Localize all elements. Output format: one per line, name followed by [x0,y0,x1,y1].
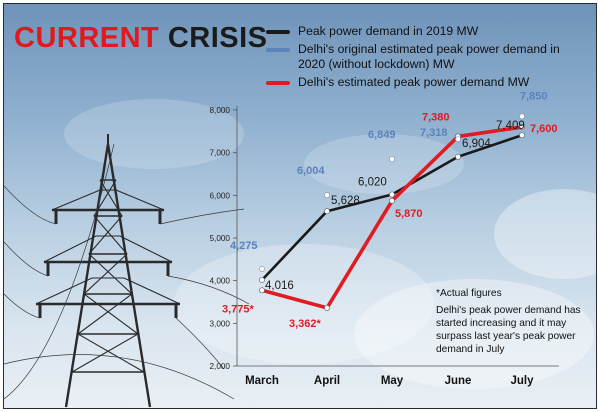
power-pylon-illustration [4,134,250,408]
series-original-estimate-data-label: 6,004 [297,165,325,177]
note-text: Delhi's peak power demand has started in… [436,305,581,355]
x-tick-label: May [381,375,404,387]
series-estimated-point [259,287,265,294]
y-tick-label: 2,000 [210,362,231,371]
series-2019-point [324,208,330,215]
series-original-estimate-data-label: 6,849 [368,129,396,141]
chart-canvas: 2,000 3,000 4,000 5,000 6,000 7,000 8,000 March… [4,90,596,408]
y-tick-label: 6,000 [210,191,231,200]
series-original-estimate-point [389,156,395,163]
pylon-legs [64,143,152,408]
headline: CURRENT CRISIS [14,24,268,53]
series-estimated-data-label: 7,600 [530,123,558,135]
y-tick-label: 8,000 [210,106,231,115]
series-original-estimate-data-label: 4,275 [230,240,258,252]
legend-label-2019: Peak power demand in 2019 MW [298,24,479,38]
series-original-estimate-point [519,113,525,120]
headline-word-current: CURRENT [14,22,160,54]
chart-axes: 2,000 3,000 4,000 5,000 6,000 7,000 8,000 March… [210,106,559,387]
legend-swatch-2019 [266,30,290,34]
x-tick-label: March [245,375,279,387]
series-estimated-point [324,304,330,311]
pylon-insulators [38,210,178,318]
series-original-estimate-point [259,266,265,272]
x-tick-label: June [445,375,472,387]
power-line-1 [159,208,245,225]
x-tick-label: April [314,375,340,387]
footnote: *Actual figures [436,288,502,299]
power-line-0 [4,185,57,225]
headline-word-crisis: CRISIS [167,22,268,54]
pylon-arm-braces [35,189,181,305]
pylon-bracing [72,179,144,373]
legend: Peak power demand in 2019 MW Delhi's ori… [266,24,586,93]
x-tick-label: July [510,375,534,387]
series-original-estimate-data-label: 7,850 [520,90,548,102]
series-original-estimate-point [324,192,330,199]
legend-item-2019: Peak power demand in 2019 MW [266,24,586,39]
power-line-4 [4,293,41,319]
series-2019-data-label: 4,016 [265,280,294,292]
series-2019-point [389,191,395,198]
series-2019-data-label: 5,628 [331,195,360,207]
y-tick-label: 3,000 [210,319,231,328]
series-2019-point [259,277,265,283]
power-line-3 [167,275,250,305]
series-2019-data-label: 6,020 [358,176,387,188]
series-2019-data-label: 6,904 [462,138,491,150]
y-tick-label: 7,000 [210,149,231,158]
series-estimated-point [389,197,395,204]
legend-item-original-estimate: Delhi's original estimated peak power de… [266,42,586,72]
pylon-cross-arms [36,208,180,306]
power-line-6 [4,354,235,400]
legend-swatch-estimated [266,81,290,85]
series-2019-point [455,153,461,160]
series-estimated-data-label: 3,775* [222,303,255,315]
series-2019-point [519,132,525,139]
y-tick-label: 4,000 [210,277,231,286]
y-tick-label: 5,000 [210,234,231,243]
series-estimated-point [519,124,525,130]
note: *Actual figures Delhi's peak power deman… [436,287,586,356]
chart-points [259,113,525,311]
series-original-estimate-data-label: 7,318 [420,127,448,139]
infographic-frame: 2,000 3,000 4,000 5,000 6,000 7,000 8,000 March… [3,3,597,409]
series-estimated-data-label: 7,380 [422,111,450,123]
series-estimated-data-label: 5,870 [395,208,423,220]
chart-data-labels: 4,016 5,628 6,020 6,904 7,409 3,775* 3,362* 5,8… [222,90,558,329]
legend-label-estimated: Delhi's estimated peak power demand MW [298,75,530,89]
series-original-estimate-point [455,136,461,142]
series-2019-data-label: 7,409 [496,120,525,132]
power-line-5 [175,317,225,370]
legend-label-original-estimate: Delhi's original estimated peak power de… [298,42,560,71]
series-estimated-data-label: 3,362* [289,318,322,330]
legend-item-estimated: Delhi's estimated peak power demand MW [266,75,586,90]
power-line-7 [4,143,115,400]
legend-swatch-original-estimate [266,48,290,52]
power-line-2 [4,241,49,277]
